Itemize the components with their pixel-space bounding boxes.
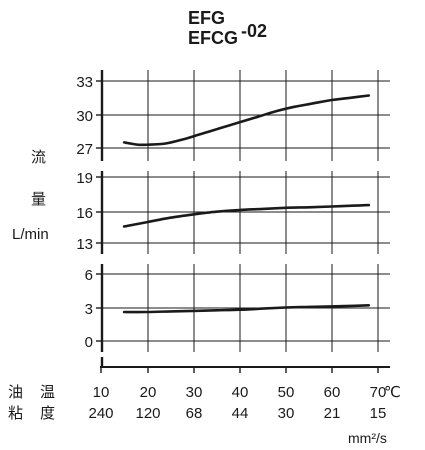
viscosity-tick-label-7: 15 (370, 405, 387, 422)
title-line-2: EFCG (188, 28, 238, 48)
title-suffix: -02 (241, 21, 267, 41)
panel-2-ytick-label-3: 19 (76, 170, 93, 187)
chart-panels: 27 30 33 13 16 19 0 3 6 (76, 70, 390, 352)
panel-1-ytick-label-1: 27 (76, 141, 93, 158)
temperature-tick-label-7: 70 (370, 384, 387, 401)
panel-1-ytick-label-3: 33 (76, 74, 93, 91)
panel-2-ytick-label-2: 16 (76, 205, 93, 222)
viscosity-unit: mm²/s (348, 430, 387, 446)
panel-3-curve-1 (122, 304, 371, 314)
viscosity-tick-labels: 240 120 68 44 30 21 15 (88, 405, 386, 422)
row1-label-b: 温 (40, 383, 55, 401)
row2-label-a: 粘 (8, 404, 23, 422)
panel-3-ytick-label-3: 6 (85, 267, 93, 284)
panel-2-ytick-label-1: 13 (76, 236, 93, 253)
temperature-tick-label-6: 60 (324, 384, 341, 401)
panel-3-ytick-label-2: 3 (85, 301, 93, 318)
viscosity-tick-label-2: 120 (135, 405, 160, 422)
row2-label-b: 度 (40, 404, 55, 422)
viscosity-tick-label-4: 44 (232, 405, 249, 422)
row1-label-a: 油 (8, 383, 23, 401)
title-line-1: EFG (188, 8, 225, 28)
temperature-tick-label-3: 30 (186, 384, 203, 401)
temperature-tick-label-2: 20 (140, 384, 157, 401)
temperature-unit: ℃ (384, 383, 401, 401)
temperature-tick-label-5: 50 (278, 384, 295, 401)
viscosity-tick-label-1: 240 (88, 405, 113, 422)
temperature-tick-labels: 10 20 30 40 50 60 70 (93, 384, 387, 401)
panel-1: 27 30 33 (76, 70, 390, 161)
y-label-char-1: 流 (31, 148, 46, 166)
panel-1-curve-1 (122, 94, 371, 147)
viscosity-tick-label-3: 68 (186, 405, 203, 422)
panel-2: 13 16 19 (76, 170, 390, 254)
x-axis-ticks (100, 357, 379, 373)
panel-3-ytick-label-1: 0 (85, 334, 93, 351)
viscosity-tick-label-5: 30 (278, 405, 295, 422)
viscosity-tick-label-6: 21 (324, 405, 341, 422)
y-label-char-2: 量 (31, 190, 46, 208)
temperature-tick-label-4: 40 (232, 384, 249, 401)
panel-1-ytick-label-2: 30 (76, 108, 93, 125)
panel-2-curve-1 (122, 203, 371, 228)
panel-3: 0 3 6 (85, 264, 390, 352)
y-label-unit: L/min (12, 226, 49, 243)
temperature-tick-label-1: 10 (93, 384, 110, 401)
